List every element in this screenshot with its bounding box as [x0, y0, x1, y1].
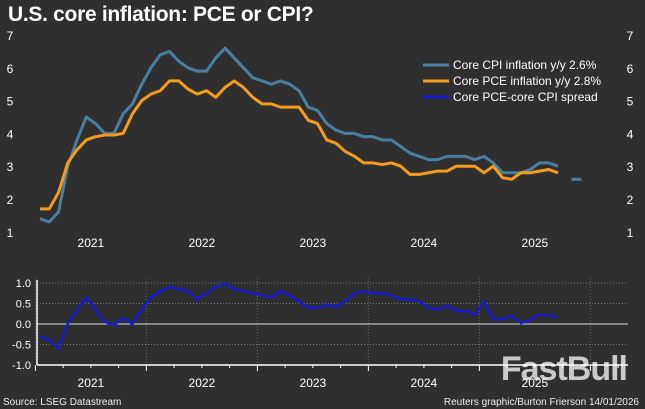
y-tick-left-label: 7 — [7, 29, 14, 43]
core-cpi-line — [39, 46, 559, 224]
source-note: Source: LSEG Datastream — [3, 397, 122, 408]
y-tick-label: -1.0 — [12, 360, 31, 372]
x-tick-label: 2021 — [78, 376, 105, 390]
y-tick-right-label: 4 — [627, 127, 634, 141]
legend-label: Core PCE-core CPI spread — [453, 90, 598, 104]
y-tick-label: 0.5 — [16, 299, 31, 311]
x-tick-label: 2023 — [300, 376, 327, 390]
y-tick-left-label: 2 — [7, 193, 14, 207]
x-tick-label: 2022 — [189, 236, 216, 250]
x-tick-label: 2025 — [522, 236, 549, 250]
legend-label: Core CPI inflation y/y 2.6% — [453, 58, 597, 72]
spread-line — [39, 281, 559, 350]
y-tick-right-label: 7 — [627, 29, 634, 43]
x-tick-label: 2023 — [300, 236, 327, 250]
chart-title: U.S. core inflation: PCE or CPI? — [8, 3, 314, 26]
y-tick-right-label: 6 — [627, 62, 634, 76]
core-pce-line — [40, 79, 559, 211]
y-tick-label: -0.5 — [12, 340, 31, 352]
y-tick-right-label: 1 — [627, 226, 634, 240]
x-tick-label: 2024 — [411, 376, 438, 390]
y-tick-right-label: 2 — [627, 193, 634, 207]
y-tick-left-label: 3 — [7, 160, 14, 174]
x-tick-label: 2022 — [189, 376, 216, 390]
y-tick-left-label: 6 — [7, 62, 14, 76]
y-tick-label: 1.0 — [16, 278, 31, 290]
watermark: FastBull — [500, 350, 628, 388]
y-tick-right-label: 5 — [627, 95, 634, 109]
y-tick-right-label: 3 — [627, 160, 634, 174]
y-tick-label: 0.0 — [16, 319, 31, 331]
y-tick-left-label: 4 — [7, 127, 14, 141]
x-tick-label: 2021 — [78, 236, 105, 250]
y-tick-left-label: 1 — [7, 226, 14, 240]
x-tick-label: 2024 — [411, 236, 438, 250]
x-tick-label: 2025 — [522, 376, 549, 390]
legend-label: Core PCE inflation y/y 2.8% — [453, 74, 601, 88]
y-tick-left-label: 5 — [7, 95, 14, 109]
credit-note: Reuters graphic/Burton Frierson 14/01/20… — [443, 397, 639, 408]
